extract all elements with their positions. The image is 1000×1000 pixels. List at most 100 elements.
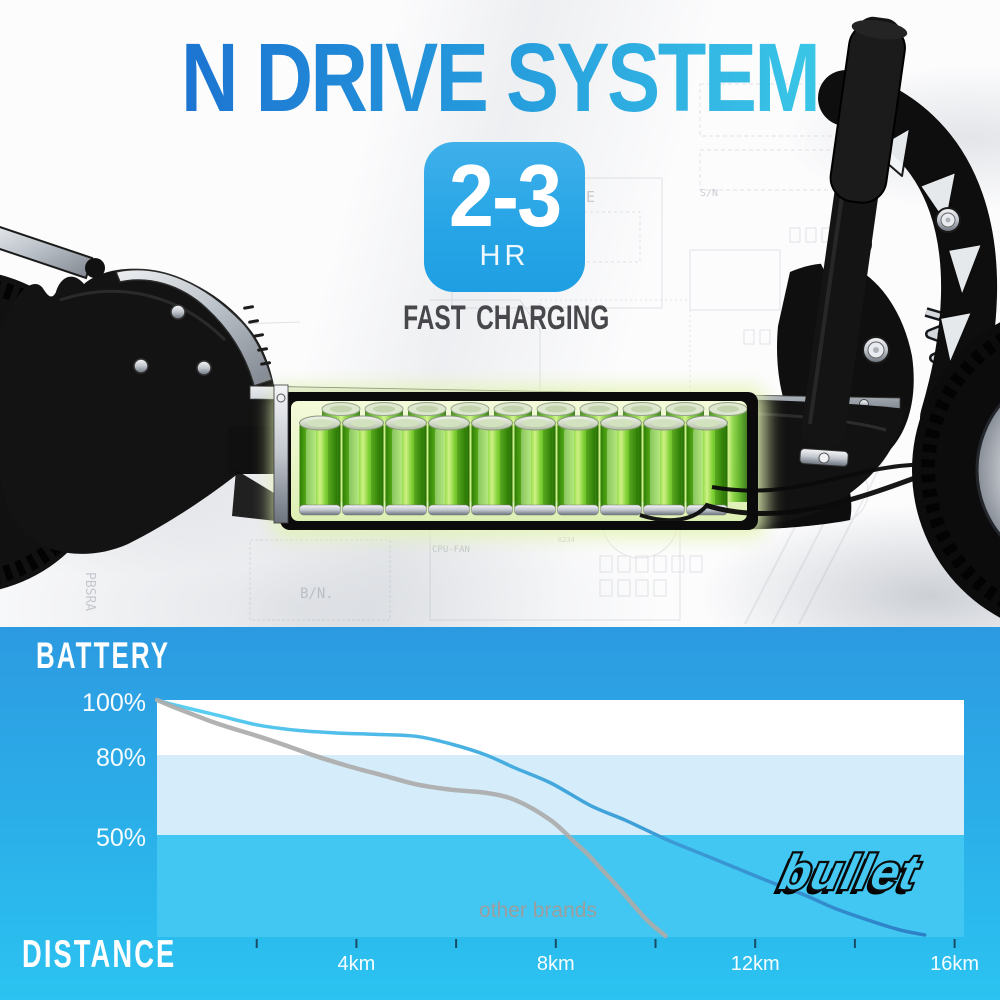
charge-hours: 2-3 bbox=[448, 146, 562, 245]
battery-cell-back-cap-inner bbox=[459, 405, 481, 413]
battery-cell bbox=[471, 421, 513, 514]
chart-series bbox=[154, 697, 927, 939]
battery-cell-back-cap-inner bbox=[631, 405, 653, 413]
band-50-0 bbox=[157, 835, 964, 937]
battery-cell-base bbox=[342, 504, 384, 516]
battery-cell-back-cap-inner bbox=[545, 405, 567, 413]
battery-distance-chart: 4km 8km 12km 16km 100% 80% 50% other brands bu… bbox=[82, 689, 979, 975]
battery-cell-cap-inner bbox=[436, 419, 462, 427]
folding-latch bbox=[799, 448, 849, 467]
battery-cells bbox=[299, 402, 747, 516]
y-tick-label-100%: 100% bbox=[82, 689, 146, 717]
battery-cell-highlight bbox=[564, 427, 574, 507]
battery-cell-highlight bbox=[435, 427, 445, 507]
y-tick-label-50%: 50% bbox=[96, 824, 146, 852]
battery-cell bbox=[428, 421, 470, 514]
battery-cell-base bbox=[385, 504, 427, 516]
chart-axis: 4km 8km 12km 16km 100% 80% 50% bbox=[82, 689, 979, 975]
scooter-photo bbox=[0, 16, 1000, 618]
battery-cell-highlight bbox=[478, 427, 488, 507]
rear-handle-bar bbox=[0, 225, 105, 280]
schematic-text: PBSRA bbox=[82, 572, 97, 611]
schematic-text: K234 bbox=[558, 536, 575, 544]
x-tick-label-4km: 4km bbox=[338, 953, 376, 975]
schematic-text: CPU-FAN bbox=[432, 545, 470, 555]
battery-cell-shade bbox=[457, 427, 466, 507]
battery-cell-cap-inner bbox=[307, 419, 333, 427]
series-line-bullet bbox=[155, 698, 927, 937]
battery-cell-back-cap-inner bbox=[588, 405, 610, 413]
schematic-text: B/N. bbox=[300, 586, 334, 602]
battery-cell bbox=[385, 421, 427, 514]
battery-cell-back-cap-inner bbox=[330, 405, 352, 413]
battery-cell-shade bbox=[672, 427, 681, 507]
bullet-logo: bullet bullet bbox=[770, 842, 928, 905]
battery-cell-base bbox=[299, 504, 341, 516]
hero-section: CPU-FAN PBSRA B/N. W485 S/N CE K234 bbox=[0, 0, 1000, 627]
bullet-logo-text: bullet bbox=[775, 845, 926, 900]
battery-chart-section: BATTERY DISTANCE 4km 8km 12km 16km 100% 80% 50… bbox=[0, 627, 1000, 1000]
battery-cell-base bbox=[514, 504, 556, 516]
charge-unit: HR bbox=[479, 240, 530, 272]
battery-cell-shade bbox=[371, 427, 380, 507]
page-title: N DRIVE SYSTEM bbox=[0, 22, 1000, 134]
page-title-text: N DRIVE SYSTEM bbox=[181, 23, 821, 132]
battery-cell-back-cap-inner bbox=[717, 405, 739, 413]
battery-cell bbox=[557, 421, 599, 514]
battery-cell-cap-inner bbox=[393, 419, 419, 427]
series-line-other-brands bbox=[154, 697, 668, 939]
x-tick-label-16km: 16km bbox=[930, 953, 979, 975]
battery-cell-shade bbox=[715, 427, 724, 507]
battery-cell-highlight bbox=[693, 427, 703, 507]
fender-screws bbox=[133, 304, 212, 376]
steering-column bbox=[801, 16, 908, 449]
y-axis-title: BATTERY bbox=[36, 635, 171, 676]
battery-cell-shade bbox=[543, 427, 552, 507]
bullet-logo-shadow: bullet bbox=[770, 850, 921, 905]
battery-cell-highlight bbox=[521, 427, 531, 507]
battery-cell-shade bbox=[629, 427, 638, 507]
battery-cell-base bbox=[428, 504, 470, 516]
battery-cell bbox=[600, 421, 642, 514]
battery-cell-cap-inner bbox=[522, 419, 548, 427]
battery-cell-shade bbox=[414, 427, 423, 507]
fast-charge-badge: 2-3 HR bbox=[424, 142, 585, 292]
fast-charging-caption: FAST CHARGING bbox=[402, 299, 610, 337]
battery-cell-cap-inner bbox=[350, 419, 376, 427]
x-tick-label-12km: 12km bbox=[731, 953, 780, 975]
fender-chrome-trim bbox=[114, 268, 273, 387]
fender-vent-slots bbox=[243, 305, 272, 366]
battery-cell bbox=[299, 421, 341, 514]
battery-cell-base bbox=[643, 504, 685, 516]
battery-cell-cap-inner bbox=[694, 419, 720, 427]
battery-cell bbox=[686, 421, 728, 514]
battery-cell bbox=[514, 421, 556, 514]
battery-cell-highlight bbox=[306, 427, 316, 507]
battery-cell-shade bbox=[586, 427, 595, 507]
battery-cell-cap-inner bbox=[608, 419, 634, 427]
rear-fender bbox=[0, 268, 276, 554]
battery-cell-highlight bbox=[650, 427, 660, 507]
battery-bracket bbox=[273, 384, 289, 524]
battery-cell-back-cap-inner bbox=[373, 405, 395, 413]
schematic-text: S/N bbox=[700, 188, 718, 199]
battery-cell-cap-inner bbox=[565, 419, 591, 427]
battery-cell-back-cap-inner bbox=[416, 405, 438, 413]
battery-pack bbox=[272, 384, 766, 538]
battery-cell-back-cap-inner bbox=[674, 405, 696, 413]
battery-cell-base bbox=[471, 504, 513, 516]
battery-cell-back-cap-inner bbox=[502, 405, 524, 413]
chart-overlay: other brands bullet bullet bbox=[479, 842, 928, 922]
x-axis-title: DISTANCE bbox=[22, 933, 177, 976]
front-wheel bbox=[912, 322, 1000, 618]
battery-cell bbox=[643, 421, 685, 514]
other-brands-label: other brands bbox=[479, 899, 597, 922]
battery-cell bbox=[342, 421, 384, 514]
battery-cell-cap-inner bbox=[479, 419, 505, 427]
battery-cell-highlight bbox=[349, 427, 359, 507]
battery-cell-shade bbox=[500, 427, 509, 507]
battery-cell-highlight bbox=[392, 427, 402, 507]
battery-cell-shade bbox=[328, 427, 337, 507]
battery-cell-base bbox=[600, 504, 642, 516]
band-80-50 bbox=[157, 755, 964, 835]
